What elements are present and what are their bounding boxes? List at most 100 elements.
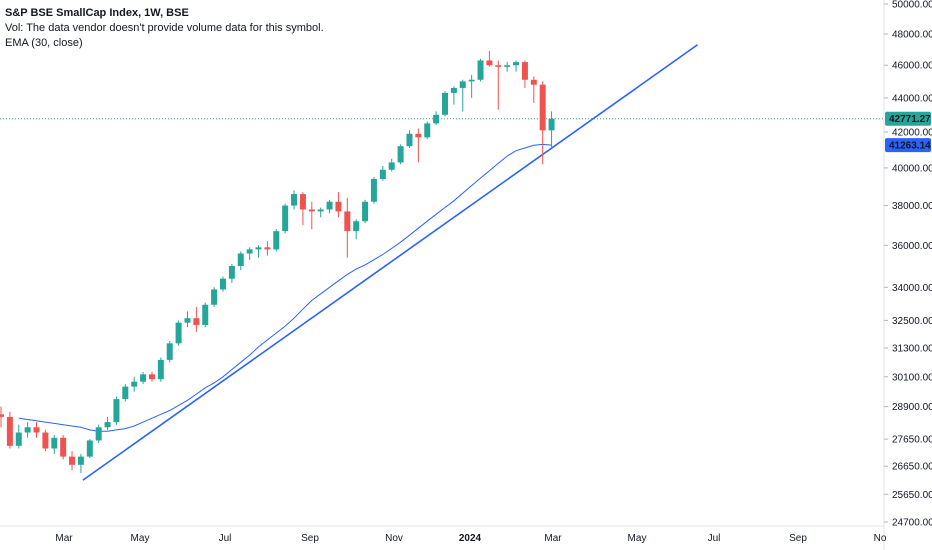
- candle-body: [24, 427, 31, 433]
- candle-body: [33, 427, 40, 433]
- x-tick-label: Nov: [385, 533, 403, 544]
- candle-body: [442, 92, 448, 115]
- x-tick-label: 2024: [459, 533, 482, 544]
- candle-body: [6, 416, 13, 446]
- candle-body: [335, 201, 342, 212]
- symbol-title: S&P BSE SmallCap Index, 1W, BSE: [5, 7, 189, 19]
- candle-body: [95, 427, 102, 441]
- y-tick-label: 31300.00: [892, 344, 932, 355]
- x-tick-label: No: [874, 533, 887, 544]
- candle-body: [362, 201, 369, 222]
- candle-body: [51, 437, 58, 449]
- candle-body: [175, 322, 182, 344]
- candle-body: [459, 81, 466, 88]
- y-tick-label: 24700.00: [892, 518, 932, 529]
- candle-body: [450, 87, 457, 93]
- candle-body: [69, 456, 76, 465]
- y-tick-label: 27650.00: [892, 435, 932, 446]
- x-tick-label: Jul: [708, 533, 721, 544]
- candle-body: [433, 114, 440, 124]
- candle-body: [317, 209, 324, 212]
- ema-line: [18, 143, 552, 432]
- y-tick-label: 36000.00: [892, 241, 932, 252]
- candle-body: [228, 265, 235, 279]
- y-tick-label: 44000.00: [892, 93, 932, 104]
- candle-body: [113, 399, 120, 423]
- candle-body: [291, 194, 298, 206]
- candle-body: [104, 422, 111, 428]
- candle-body: [388, 162, 395, 170]
- candle-body: [370, 179, 377, 202]
- candle-body: [353, 221, 360, 232]
- ema-value-badge-text: 41263.14: [889, 141, 931, 152]
- volume-note: Vol: The data vendor doesn't provide vol…: [5, 22, 324, 34]
- candle-body: [539, 84, 546, 131]
- candle-body: [264, 247, 271, 250]
- candle-body: [131, 381, 138, 387]
- last-price-badge: 42771.27: [885, 111, 931, 126]
- candle-body: [504, 65, 511, 67]
- candle-body: [424, 123, 431, 138]
- candle-body: [220, 278, 226, 290]
- candle-body: [246, 249, 253, 254]
- y-tick-label: 38000.00: [892, 201, 932, 212]
- candle-body: [468, 79, 475, 82]
- candle-body: [211, 289, 218, 305]
- candle-body: [166, 343, 173, 360]
- candle-body: [60, 437, 67, 457]
- candle-body: [344, 211, 351, 232]
- candle-body: [86, 440, 93, 457]
- candle-body: [202, 304, 209, 325]
- candle-body: [157, 359, 164, 380]
- chart-legend: S&P BSE SmallCap Index, 1W, BSE Vol: The…: [5, 6, 324, 51]
- y-tick-label: 25650.00: [892, 490, 932, 501]
- y-tick-label: 50000.00: [892, 0, 932, 11]
- y-tick-label: 26650.00: [892, 462, 932, 473]
- candle-body: [255, 247, 262, 250]
- candle-body: [521, 62, 528, 80]
- x-tick-label: Mar: [544, 533, 562, 544]
- ema-value-badge: 41263.14: [885, 138, 931, 153]
- y-tick-label: 40000.00: [892, 163, 932, 174]
- candle-body: [0, 414, 4, 417]
- candle-body: [42, 432, 49, 449]
- x-tick-label: Sep: [789, 533, 807, 544]
- candle-body: [397, 146, 404, 163]
- candle-body: [308, 209, 315, 212]
- candle-body: [495, 65, 502, 67]
- y-tick-label: 32500.00: [892, 316, 932, 327]
- candle-body: [140, 374, 147, 382]
- candle-body: [326, 201, 333, 210]
- candle-body: [406, 133, 413, 147]
- candle-body: [486, 60, 493, 66]
- candle-body: [273, 231, 280, 250]
- candle-body: [299, 194, 306, 210]
- candle-body: [77, 456, 84, 465]
- candle-body: [477, 60, 484, 80]
- x-tick-label: Sep: [301, 533, 319, 544]
- x-tick-label: Jul: [219, 533, 232, 544]
- candle-body: [530, 79, 537, 85]
- x-tick-label: Mar: [55, 533, 73, 544]
- y-tick-label: 34000.00: [892, 283, 932, 294]
- y-tick-label: 42000.00: [892, 128, 932, 139]
- trendline: [82, 44, 698, 481]
- x-tick-label: May: [628, 533, 647, 544]
- candle-body: [415, 133, 422, 138]
- candle-body: [184, 318, 191, 323]
- candle-body: [548, 118, 555, 131]
- candle-body: [122, 386, 129, 400]
- y-tick-label: 28900.00: [892, 402, 932, 413]
- candle-body: [148, 374, 155, 380]
- candle-body: [237, 253, 244, 266]
- y-tick-label: 46000.00: [892, 61, 932, 72]
- y-tick-label: 48000.00: [892, 29, 932, 40]
- y-tick-label: 30100.00: [892, 372, 932, 383]
- candle-body: [513, 62, 520, 66]
- candle-body: [15, 432, 22, 446]
- candle-body: [282, 205, 289, 232]
- ema-label: EMA (30, close): [5, 37, 83, 49]
- last-price-badge-text: 42771.27: [889, 114, 931, 125]
